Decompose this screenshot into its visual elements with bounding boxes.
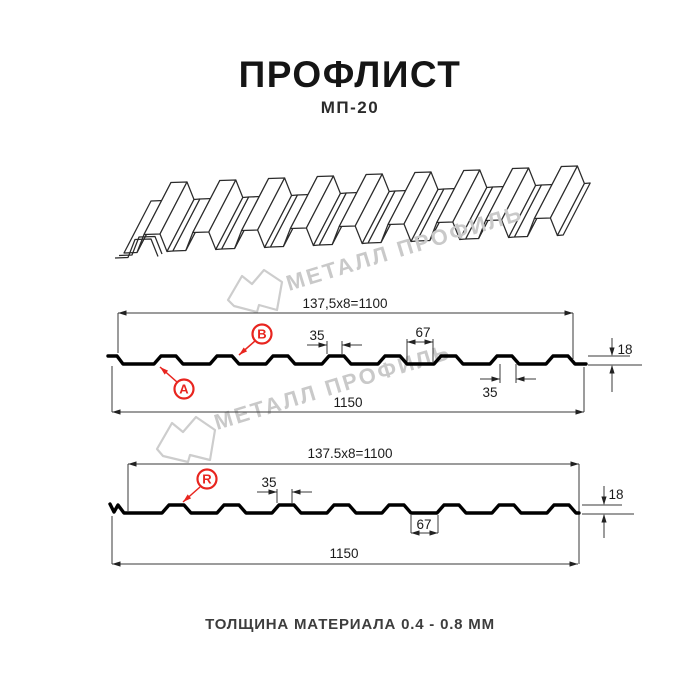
marker-r-circle [196,468,218,490]
arrowhead-icon [564,310,573,316]
footer-note: ТОЛЩИНА МАТЕРИАЛА 0.4 - 0.8 ММ [205,616,495,633]
dim-label-crest: 35 [309,328,324,343]
arrowhead-icon [575,409,584,415]
arrowhead-icon [429,530,438,536]
arrowhead-icon [491,376,500,382]
profile-a-dimensions [111,310,642,415]
dim-label-height: 18 [617,342,632,357]
arrowhead-icon [609,347,615,356]
marker-a-circle [173,378,195,400]
perspective-view [114,165,591,259]
arrowhead-icon [268,489,277,495]
sheet-face [410,188,445,243]
metall-profil-logo-icon [155,415,217,464]
arrowhead-icon [342,342,351,348]
page-title: ПРОФЛИСТ [238,54,462,95]
sheet-cut-edge [118,235,163,257]
profile-r-section: 137.5x8=1100 35 67 18 1150 R [108,446,634,567]
arrowhead-icon [601,496,607,505]
marker-b-label: B [257,327,266,342]
arrowhead-icon [318,342,327,348]
watermark-lower: МЕТАЛЛ ПРОФИЛЬ [155,339,454,464]
marker-a-label: A [179,382,189,397]
arrowhead-icon [411,530,420,536]
sheet-face [215,196,250,251]
sheet-face [507,184,543,239]
arrowhead-icon [128,461,137,467]
arrowhead-icon [569,561,578,567]
profile-a-section: 137,5x8=1100 35 67 18 35 1150 B A [106,296,642,415]
sheet-cut-edge [114,238,159,259]
metall-profil-logo-icon [226,268,284,314]
dim-label-height: 18 [608,487,623,502]
arrowhead-icon [118,310,127,316]
dim-label-span: 137,5x8=1100 [303,296,388,311]
dim-label-span: 137.5x8=1100 [308,446,393,461]
arrowhead-icon [292,489,301,495]
arrowhead-icon [601,514,607,523]
sheet-face [166,198,201,253]
sheet-face [312,192,347,247]
dim-label-flat: 67 [415,325,430,340]
arrowhead-icon [160,367,169,375]
marker-r-label: R [202,472,212,487]
dim-label-total: 1150 [329,546,358,561]
sheet-face [263,194,299,249]
watermark-text: МЕТАЛЛ ПРОФИЛЬ [211,339,454,435]
arrowhead-icon [112,561,121,567]
sheet-face [459,186,494,241]
arrowhead-icon [609,365,615,374]
arrowhead-icon [239,347,248,355]
arrowhead-icon [112,409,121,415]
profile-r-dimensions [111,461,634,567]
arrowhead-icon [407,339,416,345]
dim-label-crest: 35 [261,475,276,490]
arrowhead-icon [424,339,433,345]
marker-b-circle [251,323,273,345]
dim-label-crest-bottom: 35 [482,385,497,400]
page-subtitle: МП-20 [320,98,380,117]
profile-r-outline [108,502,581,515]
profile-a-outline [106,354,588,366]
arrowhead-icon [516,376,525,382]
sheet-face [361,190,396,245]
dim-label-flat: 67 [416,517,431,532]
dim-label-total: 1150 [333,395,362,410]
arrowhead-icon [183,494,192,502]
arrowhead-icon [570,461,579,467]
sheet-face [556,182,591,237]
